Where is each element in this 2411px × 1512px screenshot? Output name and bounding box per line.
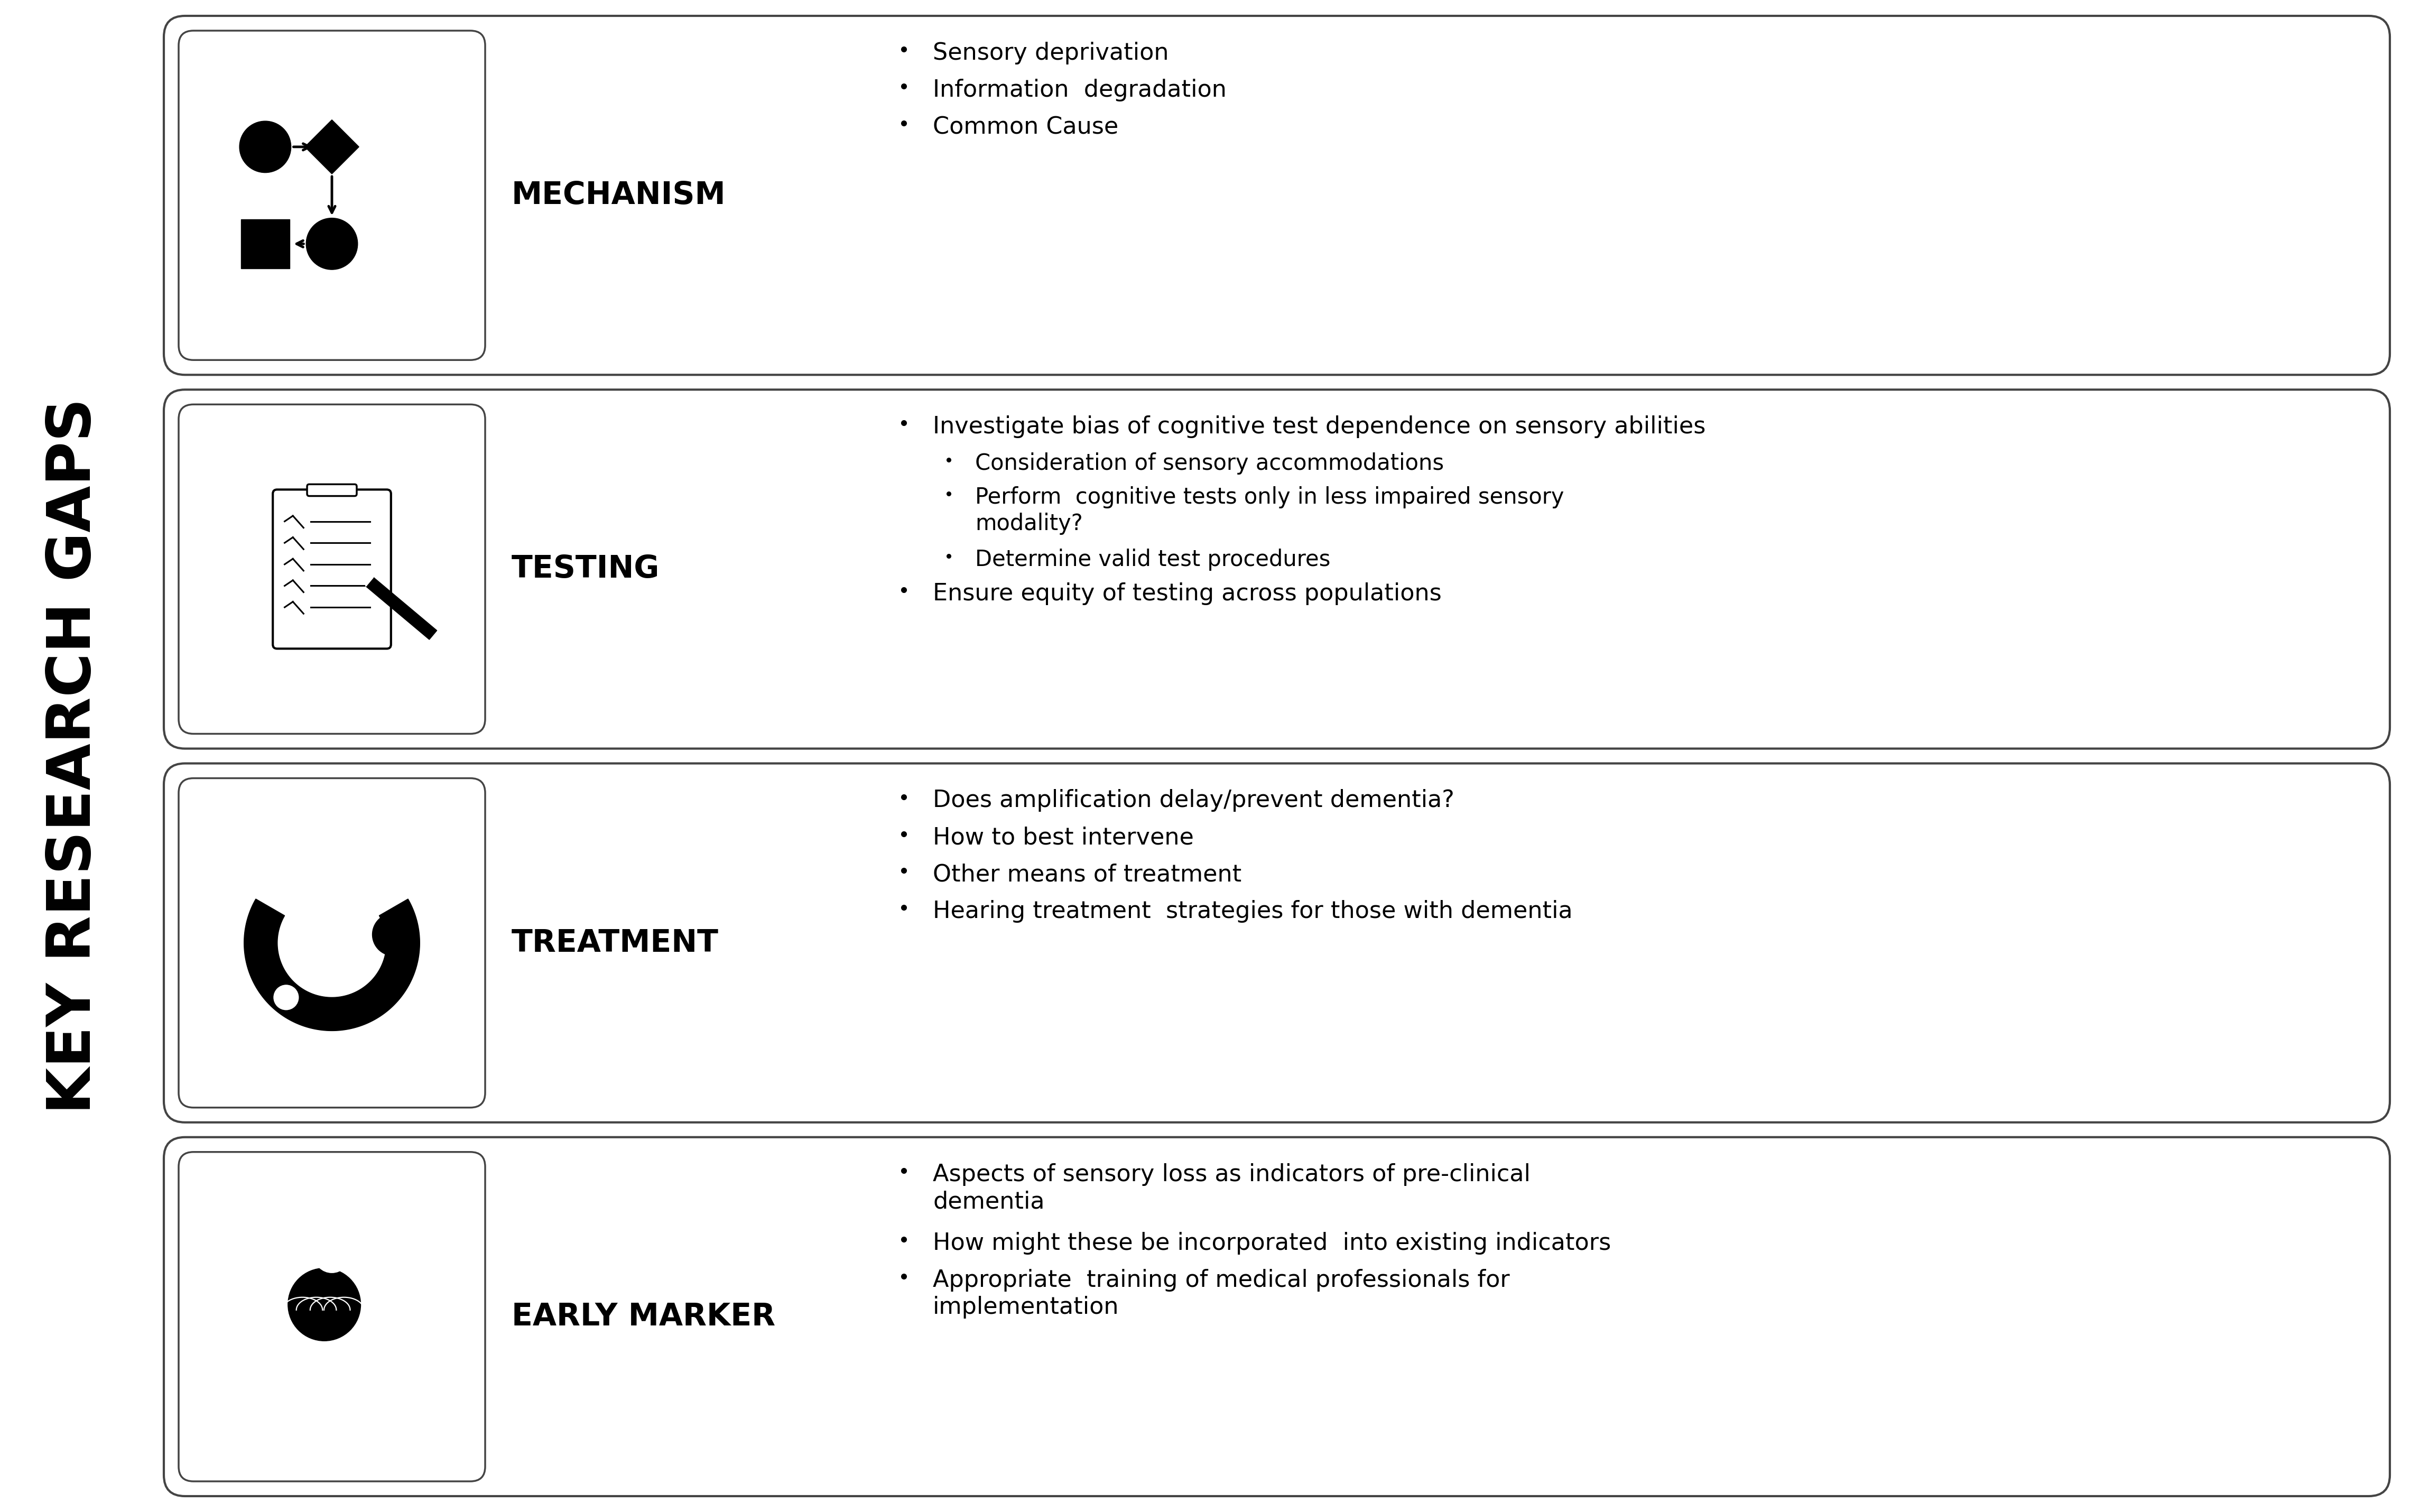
Circle shape [376, 1281, 412, 1315]
Circle shape [306, 218, 357, 269]
Text: Sensory deprivation: Sensory deprivation [933, 42, 1169, 65]
FancyBboxPatch shape [306, 484, 357, 496]
FancyBboxPatch shape [178, 779, 485, 1108]
Polygon shape [362, 575, 374, 587]
FancyBboxPatch shape [178, 30, 485, 360]
Text: Other means of treatment: Other means of treatment [933, 863, 1242, 886]
Text: TREATMENT: TREATMENT [511, 928, 718, 959]
Circle shape [272, 984, 299, 1012]
Text: Hearing treatment  strategies for those with dementia: Hearing treatment strategies for those w… [933, 900, 1572, 922]
Text: Investigate bias of cognitive test dependence on sensory abilities: Investigate bias of cognitive test depen… [933, 416, 1705, 438]
Text: Ensure equity of testing across populations: Ensure equity of testing across populati… [933, 582, 1442, 605]
Bar [241, 219, 289, 268]
Text: Consideration of sensory accommodations: Consideration of sensory accommodations [974, 452, 1444, 475]
Text: Information  degradation: Information degradation [933, 79, 1227, 101]
Text: MECHANISM: MECHANISM [511, 180, 726, 210]
Text: Perform  cognitive tests only in less impaired sensory
modality?: Perform cognitive tests only in less imp… [974, 487, 1565, 535]
FancyBboxPatch shape [164, 1137, 2389, 1497]
Circle shape [239, 121, 292, 172]
Circle shape [287, 1269, 362, 1341]
Polygon shape [304, 119, 359, 174]
Text: KEY RESEARCH GAPS: KEY RESEARCH GAPS [46, 398, 104, 1114]
Text: Does amplification delay/prevent dementia?: Does amplification delay/prevent dementi… [933, 789, 1454, 812]
Text: How might these be incorporated  into existing indicators: How might these be incorporated into exi… [933, 1232, 1611, 1255]
Polygon shape [244, 900, 420, 1031]
Circle shape [253, 1276, 287, 1311]
Text: EARLY MARKER: EARLY MARKER [511, 1302, 776, 1332]
Circle shape [241, 1226, 422, 1408]
FancyBboxPatch shape [178, 404, 485, 733]
FancyBboxPatch shape [164, 15, 2389, 375]
FancyBboxPatch shape [164, 390, 2389, 748]
FancyBboxPatch shape [178, 1152, 485, 1482]
Circle shape [313, 1237, 350, 1272]
Polygon shape [366, 578, 436, 640]
Text: How to best intervene: How to best intervene [933, 826, 1193, 850]
FancyBboxPatch shape [272, 490, 391, 649]
Text: Determine valid test procedures: Determine valid test procedures [974, 549, 1331, 572]
Circle shape [371, 913, 415, 956]
Text: Aspects of sensory loss as indicators of pre-clinical
dementia: Aspects of sensory loss as indicators of… [933, 1163, 1531, 1213]
Circle shape [330, 1356, 366, 1391]
Text: Appropriate  training of medical professionals for
implementation: Appropriate training of medical professi… [933, 1269, 1509, 1318]
FancyBboxPatch shape [164, 764, 2389, 1122]
Text: TESTING: TESTING [511, 553, 661, 584]
Circle shape [265, 1340, 299, 1374]
Text: Common Cause: Common Cause [933, 116, 1119, 139]
